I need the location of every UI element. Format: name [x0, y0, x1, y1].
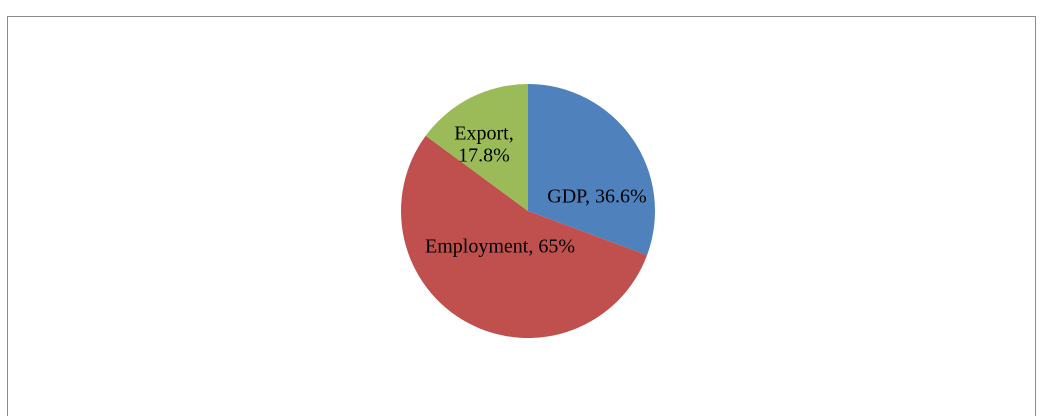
slice-label-gdp: GDP, 36.6% [547, 186, 646, 208]
pie-slice-employment [400, 135, 648, 339]
slice-label-employment: Employment, 65% [425, 236, 575, 258]
chart-frame [7, 16, 1036, 416]
pie-slice-export [425, 84, 528, 211]
slice-label-export: Export, 17.8% [454, 123, 513, 167]
pie-slice-gdp [528, 84, 655, 256]
